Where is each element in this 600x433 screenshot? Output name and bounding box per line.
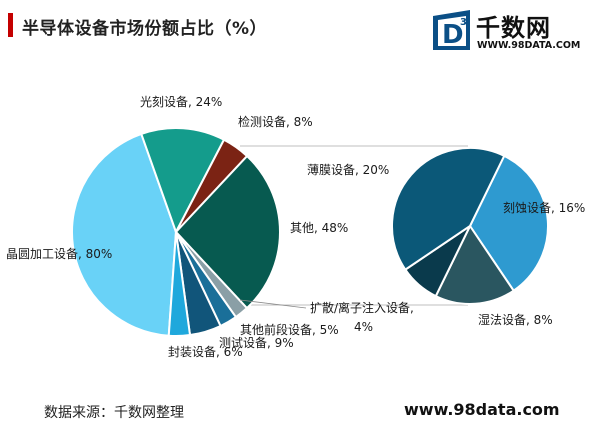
footer-url: www.98data.com	[404, 400, 560, 419]
logo-mark-icon: D 3	[433, 10, 470, 50]
logo-letter: D	[442, 20, 464, 50]
slice-labels: 晶圆加工设备, 80% 光刻设备, 24% 检测设备, 8% 其他, 48% 扩散/离子…	[6, 95, 585, 359]
slice-label-2: 检测设备, 8%	[238, 114, 313, 129]
slice-label-5: 其他前段设备, 5%	[240, 322, 339, 337]
title-accent-bar	[8, 13, 13, 37]
slice-label-7: 封装设备, 6%	[168, 345, 243, 359]
slice-label-8: 刻蚀设备, 16%	[503, 201, 585, 215]
main-slice-7	[167, 231, 192, 337]
slice-label-0: 晶圆加工设备, 80%	[6, 247, 112, 261]
logo-superscript: 3	[460, 17, 467, 28]
slice-label-9: 湿法设备, 8%	[478, 312, 553, 327]
slice-label-6: 测试设备, 9%	[219, 335, 294, 350]
main-slice-3	[174, 154, 281, 310]
sub-slice-0	[468, 154, 549, 293]
slice-label-3: 其他, 48%	[290, 221, 348, 235]
chart-title: 半导体设备市场份额占比（%）	[22, 19, 268, 39]
source-note: 数据来源：千数网整理	[44, 405, 184, 421]
slice-label-10: 薄膜设备, 20%	[307, 162, 389, 177]
brand-url: WWW.98DATA.COM	[477, 40, 581, 51]
sub-pie	[391, 147, 549, 305]
slice-label-1: 光刻设备, 24%	[140, 95, 222, 109]
slice-label-4: 扩散/离子注入设备, 4%	[310, 300, 414, 334]
sub-slice-1	[434, 224, 516, 305]
label-leader-line	[239, 299, 307, 309]
sub-slice-3	[391, 147, 506, 272]
brand-name: 千数网	[476, 14, 551, 42]
brand-logo: D 3	[433, 10, 470, 50]
main-slice-0	[71, 132, 178, 337]
main-slice-1	[140, 127, 226, 235]
main-pie	[71, 127, 281, 337]
